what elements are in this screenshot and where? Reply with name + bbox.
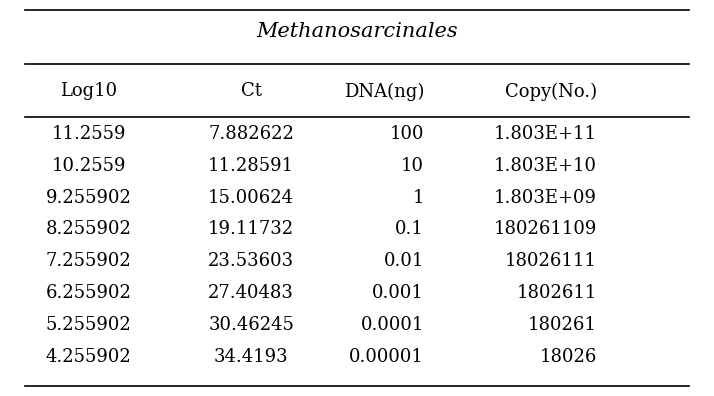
Text: 1: 1 (413, 188, 424, 207)
Text: 180261109: 180261109 (493, 221, 597, 238)
Text: 1.803E+10: 1.803E+10 (494, 157, 597, 175)
Text: Ct: Ct (241, 82, 261, 101)
Text: 18026111: 18026111 (505, 252, 597, 270)
Text: 34.4193: 34.4193 (213, 348, 288, 366)
Text: 30.46245: 30.46245 (208, 316, 294, 334)
Text: DNA(ng): DNA(ng) (343, 82, 424, 101)
Text: 10: 10 (401, 157, 424, 175)
Text: Methanosarcinales: Methanosarcinales (256, 22, 458, 41)
Text: 23.53603: 23.53603 (208, 252, 294, 270)
Text: 1802611: 1802611 (516, 284, 597, 302)
Text: 6.255902: 6.255902 (46, 284, 132, 302)
Text: 1.803E+11: 1.803E+11 (494, 125, 597, 143)
Text: 0.1: 0.1 (395, 221, 424, 238)
Text: 11.2559: 11.2559 (51, 125, 126, 143)
Text: 0.01: 0.01 (383, 252, 424, 270)
Text: 11.28591: 11.28591 (208, 157, 294, 175)
Text: 7.882622: 7.882622 (208, 125, 294, 143)
Text: 0.0001: 0.0001 (361, 316, 424, 334)
Text: 18026: 18026 (540, 348, 597, 366)
Text: 180261: 180261 (528, 316, 597, 334)
Text: 9.255902: 9.255902 (46, 188, 132, 207)
Text: 15.00624: 15.00624 (208, 188, 294, 207)
Text: 0.00001: 0.00001 (349, 348, 424, 366)
Text: Log10: Log10 (60, 82, 117, 101)
Text: 19.11732: 19.11732 (208, 221, 294, 238)
Text: 4.255902: 4.255902 (46, 348, 131, 366)
Text: 27.40483: 27.40483 (208, 284, 294, 302)
Text: Copy(No.): Copy(No.) (505, 82, 597, 101)
Text: 7.255902: 7.255902 (46, 252, 131, 270)
Text: 100: 100 (390, 125, 424, 143)
Text: 10.2559: 10.2559 (51, 157, 126, 175)
Text: 8.255902: 8.255902 (46, 221, 132, 238)
Text: 1.803E+09: 1.803E+09 (494, 188, 597, 207)
Text: 5.255902: 5.255902 (46, 316, 131, 334)
Text: 0.001: 0.001 (372, 284, 424, 302)
